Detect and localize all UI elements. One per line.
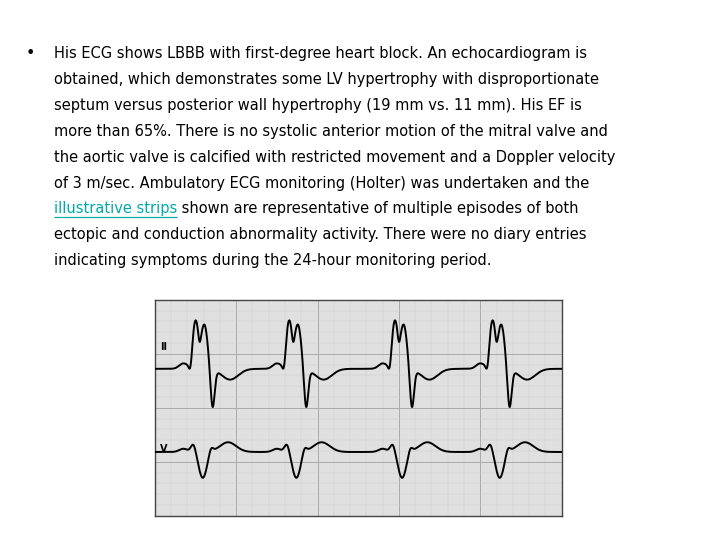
Text: septum versus posterior wall hypertrophy (19 mm vs. 11 mm). His EF is: septum versus posterior wall hypertrophy…: [54, 98, 582, 113]
Text: V: V: [160, 444, 167, 454]
Text: obtained, which demonstrates some LV hypertrophy with disproportionate: obtained, which demonstrates some LV hyp…: [54, 72, 599, 87]
Text: shown are representative of multiple episodes of both: shown are representative of multiple epi…: [177, 201, 579, 217]
Text: indicating symptoms during the 24-hour monitoring period.: indicating symptoms during the 24-hour m…: [54, 253, 492, 268]
Text: more than 65%. There is no systolic anterior motion of the mitral valve and: more than 65%. There is no systolic ante…: [54, 124, 608, 139]
Text: of 3 m/sec. Ambulatory ECG monitoring (Holter) was undertaken and the: of 3 m/sec. Ambulatory ECG monitoring (H…: [54, 176, 589, 191]
Text: ectopic and conduction abnormality activity. There were no diary entries: ectopic and conduction abnormality activ…: [54, 227, 587, 242]
Text: •: •: [25, 46, 35, 61]
Text: His ECG shows LBBB with first-degree heart block. An echocardiogram is: His ECG shows LBBB with first-degree hea…: [54, 46, 587, 61]
Text: illustrative strips: illustrative strips: [54, 201, 177, 217]
Text: the aortic valve is calcified with restricted movement and a Doppler velocity: the aortic valve is calcified with restr…: [54, 150, 616, 165]
Text: II: II: [160, 342, 167, 352]
